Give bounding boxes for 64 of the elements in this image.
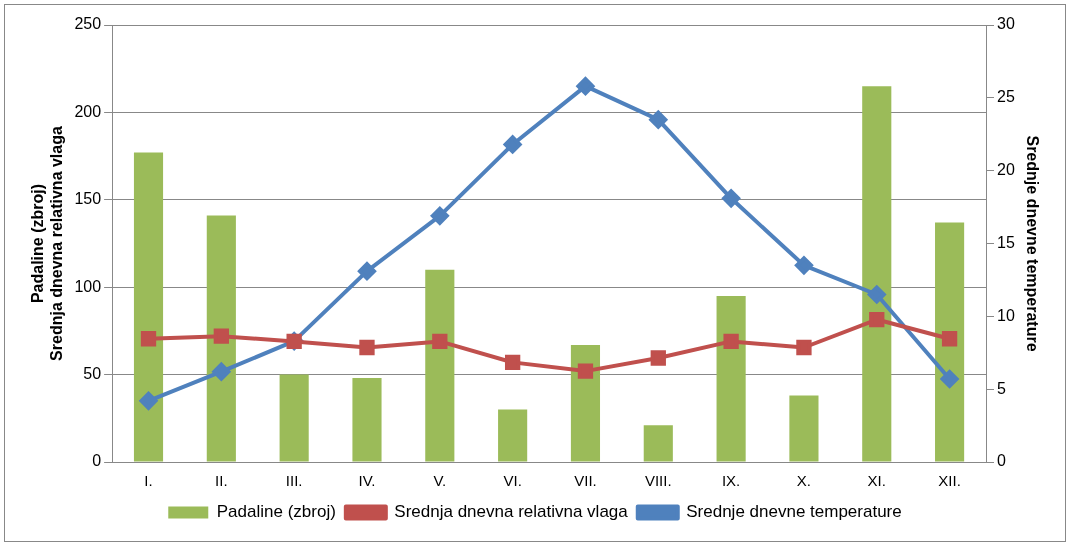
y-axis-title: Padaline (zbroj) Srednja dnevna relativna vlaga [29, 126, 66, 361]
point [723, 333, 739, 350]
y2-axis-title: Srednje dnevne temperature [1023, 135, 1041, 352]
y-tick-label: 250 [74, 15, 102, 33]
y2-tick-label: 15 [997, 233, 1015, 251]
point [794, 256, 813, 275]
point [941, 331, 958, 347]
legend-label: Padaline (zbroj) [216, 502, 336, 522]
bar [716, 295, 746, 462]
y2-tick-label: 5 [997, 379, 1006, 397]
point [867, 285, 886, 304]
bar [352, 378, 382, 462]
bar [862, 86, 892, 462]
x-tick-label: X. [796, 472, 812, 490]
bar [498, 409, 528, 462]
y-tick-label: 0 [92, 452, 102, 470]
x-tick-label: VI. [503, 472, 522, 490]
point [576, 77, 595, 96]
x-tick-label: IX. [721, 472, 741, 490]
x-tick-label: XI. [867, 472, 886, 490]
point [430, 206, 449, 225]
point [357, 262, 376, 281]
bar [425, 269, 455, 462]
bar [570, 344, 601, 462]
point [869, 311, 885, 328]
x-tick-label: III. [285, 472, 303, 490]
legend-label: Srednja dnevna relativna vlaga [394, 502, 629, 522]
y2-tick-label: 20 [997, 161, 1015, 179]
point [577, 363, 594, 379]
point [796, 339, 812, 356]
y-tick-label: 50 [83, 365, 102, 383]
point [359, 339, 375, 356]
x-tick-label: V. [433, 472, 447, 490]
point [504, 354, 521, 371]
point [212, 362, 231, 381]
legend-label: Srednje dnevne temperature [686, 502, 902, 522]
y2-tick-label: 25 [997, 88, 1015, 106]
y2-tick-label: 0 [997, 452, 1006, 470]
y-tick-label: 200 [74, 102, 102, 120]
point [940, 369, 959, 388]
bar [935, 222, 965, 462]
bar [789, 395, 819, 462]
y-tick-label: 100 [74, 277, 102, 295]
point [650, 350, 666, 366]
bar [279, 374, 309, 462]
point [432, 333, 448, 350]
x-tick-label: XII. [938, 472, 961, 490]
x-tick-label: VIII. [644, 472, 672, 490]
y-tick-label: 150 [74, 190, 102, 208]
bar [133, 152, 164, 462]
x-tick-label: I. [144, 472, 153, 490]
y2-tick-label: 30 [997, 15, 1015, 33]
point [140, 331, 157, 347]
point [503, 135, 522, 154]
point [139, 391, 158, 410]
y2-tick-label: 10 [997, 306, 1015, 324]
point [213, 328, 229, 344]
x-tick-label: II. [215, 472, 228, 490]
x-tick-label: IV. [358, 472, 376, 490]
x-tick-label: VII. [574, 472, 597, 490]
point [649, 110, 668, 129]
point [722, 189, 741, 208]
bar [643, 425, 673, 462]
bar [206, 215, 236, 462]
